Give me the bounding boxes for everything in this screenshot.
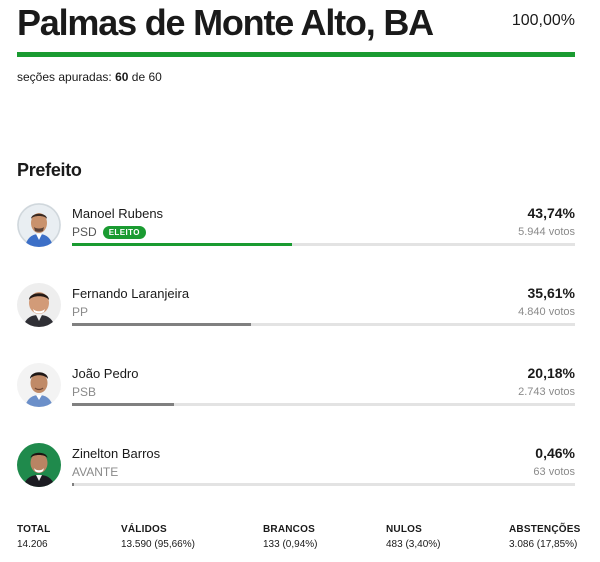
candidate-name: Fernando Laranjeira — [72, 286, 190, 301]
stat-value: 3.086 (17,85%) — [509, 539, 578, 550]
vote-share-track — [72, 483, 575, 486]
candidate-percent: 43,74% — [527, 205, 575, 221]
sections-connector: de — [131, 70, 146, 84]
candidate-votes: 2.743 votos — [518, 386, 575, 398]
percent-counted: 100,00% — [511, 12, 575, 29]
candidate-avatar — [17, 443, 61, 487]
stat-value: 133 (0,94%) — [263, 539, 318, 550]
candidate-row[interactable]: Fernando Laranjeira PP 35,61% 4.840 voto… — [17, 283, 575, 343]
vote-share-track — [72, 323, 575, 326]
abstentions-stat: ABSTENÇÕES 3.086 (17,85%) — [509, 524, 580, 550]
sections-label: seções apuradas: — [17, 70, 112, 84]
stat-label: ABSTENÇÕES — [509, 524, 581, 535]
totals-summary: TOTAL 14.206 VÁLIDOS 13.590 (95,66%) BRA… — [17, 524, 580, 554]
candidate-photo-icon — [17, 363, 61, 407]
candidate-avatar — [17, 363, 61, 407]
sections-counted-value: 60 — [115, 70, 129, 84]
stat-value: 14.206 — [17, 539, 48, 550]
candidate-photo-icon — [17, 203, 61, 247]
candidate-row[interactable]: João Pedro PSB 20,18% 2.743 votos — [17, 363, 575, 423]
candidate-votes: 5.944 votos — [518, 226, 575, 238]
candidate-row[interactable]: Zinelton Barros AVANTE 0,46% 63 votos — [17, 443, 575, 503]
stat-value: 483 (3,40%) — [386, 539, 441, 550]
vote-share-bar — [72, 323, 252, 326]
stat-label: BRANCOS — [263, 524, 315, 535]
vote-share-track — [72, 243, 575, 246]
sections-total-value: 60 — [148, 70, 162, 84]
candidate-party: PSD ELEITO — [72, 225, 146, 239]
candidate-name: João Pedro — [72, 366, 139, 381]
candidate-name: Manoel Rubens — [72, 206, 164, 221]
candidate-photo-icon — [17, 283, 61, 327]
candidate-party: PP — [72, 305, 89, 319]
progress-bar — [17, 52, 575, 57]
vote-share-track — [72, 403, 575, 406]
candidate-name: Zinelton Barros — [72, 446, 161, 461]
valid-votes-stat: VÁLIDOS 13.590 (95,66%) — [121, 524, 195, 550]
total-stat: TOTAL 14.206 — [17, 524, 50, 550]
candidate-avatar — [17, 283, 61, 327]
candidate-percent: 20,18% — [527, 365, 575, 381]
candidate-votes: 63 votos — [533, 466, 575, 478]
stat-label: TOTAL — [17, 524, 51, 535]
elected-badge: ELEITO — [102, 226, 146, 239]
page-title: Palmas de Monte Alto, BA — [17, 2, 434, 43]
vote-share-bar — [72, 243, 292, 246]
vote-share-bar — [72, 403, 174, 406]
candidate-avatar — [17, 203, 61, 247]
sections-counted: seções apuradas: 60 de 60 — [17, 70, 162, 84]
candidate-party: AVANTE — [72, 465, 119, 479]
stat-value: 13.590 (95,66%) — [121, 539, 195, 550]
stat-label: NULOS — [386, 524, 422, 535]
candidate-photo-icon — [17, 443, 61, 487]
candidate-row[interactable]: Manoel Rubens PSD ELEITO 43,74% 5.944 vot… — [17, 203, 575, 263]
office-title: Prefeito — [17, 160, 82, 180]
results-header: Palmas de Monte Alto, BA 100,00% — [17, 0, 575, 58]
null-votes-stat: NULOS 483 (3,40%) — [386, 524, 440, 550]
blank-votes-stat: BRANCOS 133 (0,94%) — [263, 524, 317, 550]
party-label: PSD — [72, 225, 97, 239]
candidate-percent: 35,61% — [527, 285, 575, 301]
vote-share-bar — [72, 483, 75, 486]
candidate-votes: 4.840 votos — [518, 306, 575, 318]
candidate-percent: 0,46% — [535, 445, 575, 461]
candidate-party: PSB — [72, 385, 97, 399]
stat-label: VÁLIDOS — [121, 524, 167, 535]
